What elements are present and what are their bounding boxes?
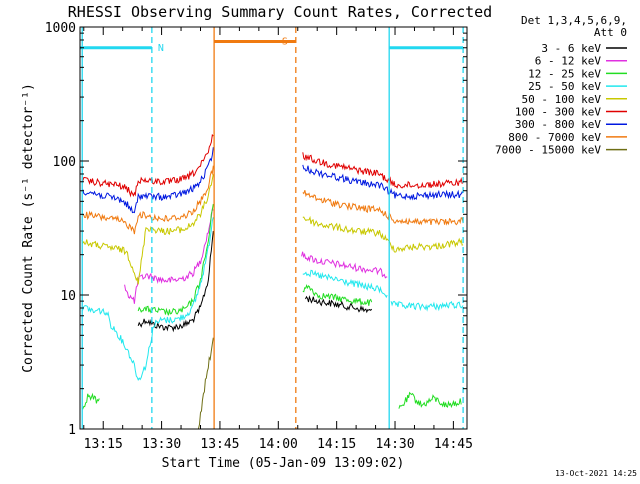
series-line <box>81 165 214 235</box>
series-line <box>398 391 462 409</box>
x-tick-label: 14:15 <box>317 437 356 452</box>
series-line <box>124 208 214 304</box>
series-6-12kev <box>124 208 388 304</box>
series-line <box>81 133 214 198</box>
series-line <box>302 269 388 299</box>
series-line <box>137 231 214 333</box>
y-tick-label: 1 <box>68 423 76 438</box>
series-line <box>302 190 464 226</box>
flag-label: N <box>158 43 164 54</box>
legend-entry: 7000 - 15000 keV <box>495 144 601 157</box>
generated-timestamp: 13-Oct-2021 14:25 <box>555 469 637 478</box>
legend-entry: 12 - 25 keV <box>528 67 601 80</box>
x-tick-label: 14:30 <box>375 437 414 452</box>
series-line <box>302 164 464 201</box>
chart-title: RHESSI Observing Summary Count Rates, Co… <box>68 3 492 21</box>
series-12-25kev <box>81 203 462 410</box>
series-25-50kev <box>81 217 464 381</box>
axes-layer: 13:15 13:30 13:45 14:00 14:15 14:30 14:45 1 10 10… <box>45 21 473 452</box>
series-100-300kev <box>81 133 464 198</box>
x-tick-label: 14:45 <box>434 437 473 452</box>
series-line <box>81 392 100 410</box>
series-line <box>137 203 214 316</box>
series-line <box>305 295 373 314</box>
x-axis-label: Start Time (05-Jan-09 13:09:02) <box>162 456 405 471</box>
series-line <box>81 147 214 214</box>
legend-header: Det 1,3,4,5,6,9, <box>521 14 627 27</box>
x-tick-label: 13:15 <box>84 437 123 452</box>
series-line <box>302 152 464 189</box>
legend-header: Att 0 <box>594 26 627 39</box>
y-tick-label: 1000 <box>45 21 76 36</box>
y-axis-label: Corrected Count Rate (s⁻¹ detector⁻¹) <box>21 83 36 373</box>
legend-entry: 800 - 7000 keV <box>508 131 601 144</box>
series-3-6kev <box>137 231 373 333</box>
y-tick-label: 10 <box>60 289 76 304</box>
series-line <box>390 300 464 312</box>
x-tick-label: 14:00 <box>259 437 298 452</box>
legend-entry: 6 - 12 keV <box>535 55 602 68</box>
series-50-100kev <box>81 174 464 285</box>
series-800-7000kev <box>81 165 464 235</box>
series-line <box>301 251 388 279</box>
x-tick-label: 13:30 <box>142 437 181 452</box>
legend-entry: 50 - 100 keV <box>522 93 602 106</box>
series-line <box>302 215 464 253</box>
plot-frame <box>79 26 468 430</box>
series-300-800kev <box>81 147 464 214</box>
legend-entry: 25 - 50 keV <box>528 80 601 93</box>
flag-label: S <box>282 36 288 47</box>
legend-entry: 300 - 800 keV <box>515 118 601 131</box>
series-7000-15000kev <box>198 337 214 429</box>
marker-layer: NS <box>80 27 464 429</box>
data-layer <box>81 133 464 429</box>
legend-entry: 100 - 300 keV <box>515 106 601 119</box>
series-line <box>198 337 214 429</box>
series-line <box>81 174 214 285</box>
y-tick-label: 100 <box>53 155 76 170</box>
series-line <box>81 217 214 381</box>
series-line <box>302 284 373 306</box>
legend-entry: 3 - 6 keV <box>541 42 601 55</box>
x-tick-label: 13:45 <box>200 437 239 452</box>
